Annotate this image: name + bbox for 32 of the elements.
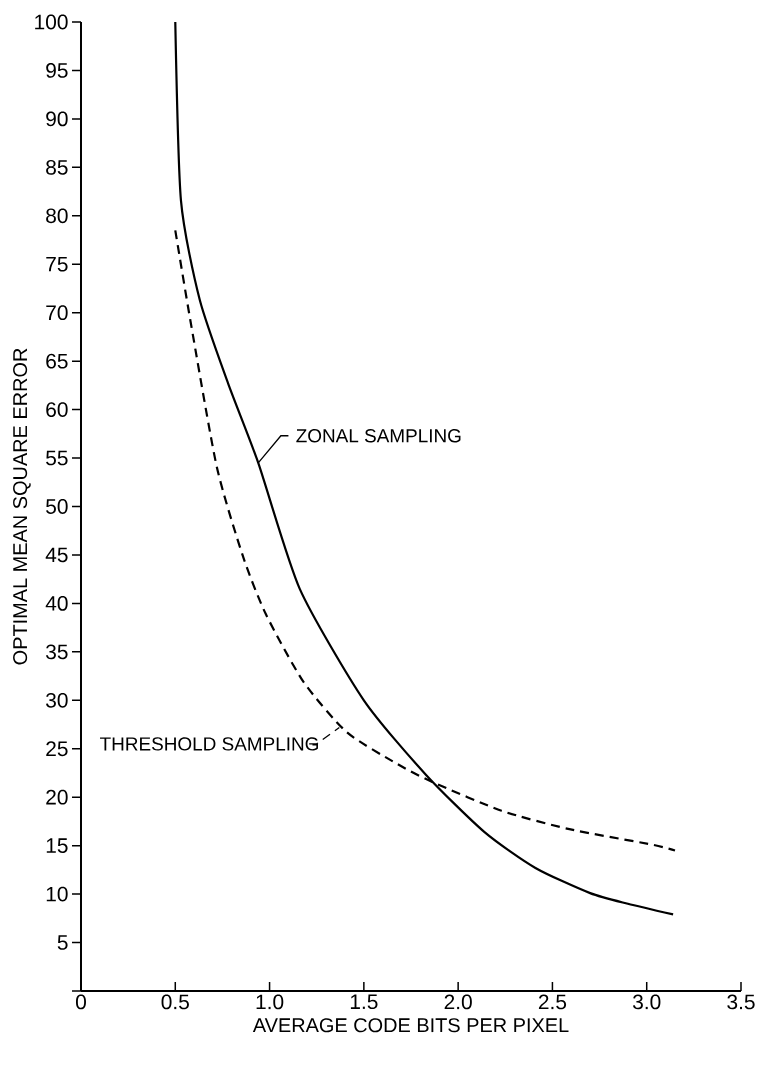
y-tick-label: 30: [46, 692, 68, 708]
y-tick-label: 85: [46, 159, 68, 175]
y-tick-label: 70: [46, 305, 68, 321]
y-tick-label: 15: [46, 838, 68, 853]
x-axis-title: AVERAGE CODE BITS PER PIXEL: [252, 1018, 569, 1033]
y-tick-label: 45: [45, 547, 68, 563]
legend-label: THRESHOLD SAMPLING: [100, 737, 318, 751]
x-tick-label: 1.5: [350, 994, 378, 1010]
x-tick-label: 1.0: [256, 994, 284, 1010]
x-tick-label: 3.5: [727, 994, 755, 1010]
x-tick-label: 0.5: [161, 994, 189, 1010]
y-tick-label: 10: [46, 886, 68, 902]
x-tick-label: 2.5: [538, 994, 567, 1010]
y-tick-label: 80: [46, 208, 68, 224]
y-tick-label: 40: [45, 595, 68, 611]
y-tick-label: 90: [46, 111, 68, 127]
y-tick-label: 55: [46, 450, 68, 466]
y-tick-label: 100: [35, 14, 68, 30]
y-tick-label: 50: [46, 499, 68, 514]
x-tick-label: 3.0: [632, 994, 661, 1010]
y-tick-label: 5: [57, 935, 68, 950]
y-tick-label: 35: [46, 644, 68, 660]
x-tick-label: 2.0: [444, 994, 472, 1010]
y-axis-title: OPTIMAL MEAN SQUARE ERROR: [13, 348, 31, 665]
y-tick-label: 95: [46, 63, 68, 78]
text: ZONAL SAMPLING: [296, 429, 461, 443]
y-tick-label: 60: [46, 402, 68, 417]
y-tick-label: 20: [46, 789, 68, 805]
y-tick-label: 25: [46, 741, 68, 757]
y-tick-label: 65: [46, 353, 68, 369]
y-tick-label: 75: [46, 256, 68, 272]
x-tick-label: 0: [75, 994, 86, 1010]
